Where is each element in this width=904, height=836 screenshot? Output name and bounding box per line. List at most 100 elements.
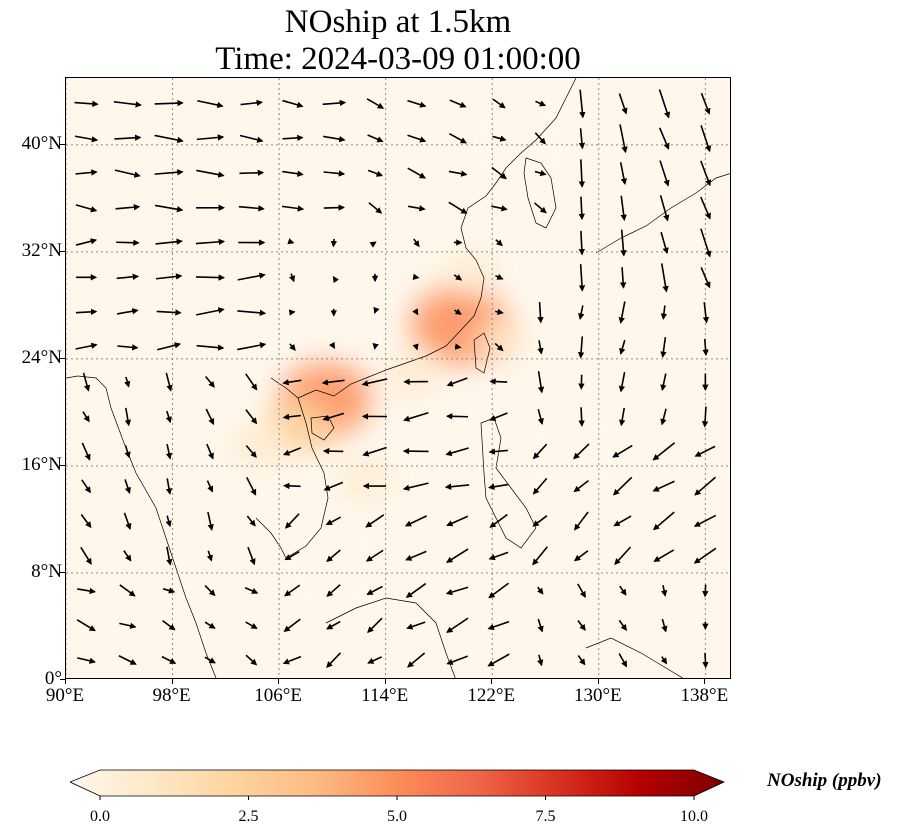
wind-arrow-6 xyxy=(326,652,342,668)
wind-arrow-37 xyxy=(284,584,301,597)
wind-arrow-141 xyxy=(618,372,626,393)
plume-1 xyxy=(266,399,333,453)
wind-arrow-3 xyxy=(204,656,216,664)
coastline-china xyxy=(297,78,577,399)
wind-arrow-150 xyxy=(328,341,335,349)
wind-arrow-162 xyxy=(156,309,182,316)
wind-arrow-33 xyxy=(119,584,136,597)
wind-arrow-226 xyxy=(239,169,265,176)
wind-arrow-192 xyxy=(116,239,140,246)
wind-arrow-70 xyxy=(325,516,341,526)
wind-arrow-248 xyxy=(492,135,507,142)
wind-arrow-20 xyxy=(245,621,258,629)
wind-arrow-266 xyxy=(579,89,586,119)
wind-arrow-28 xyxy=(577,619,586,631)
wind-arrow-12 xyxy=(577,655,586,666)
wind-arrow-204 xyxy=(660,231,669,255)
wind-arrow-181 xyxy=(289,273,296,283)
wind-arrow-61 xyxy=(614,546,632,565)
y-tick-mark-40 xyxy=(60,143,65,145)
map-title-line1: NOship at 1.5km xyxy=(284,4,512,40)
wind-arrow-126 xyxy=(660,408,667,426)
wind-arrow-113 xyxy=(124,407,132,427)
wind-arrow-101 xyxy=(283,447,301,456)
wind-arrow-197 xyxy=(330,238,338,248)
wind-arrow-207 xyxy=(115,204,141,211)
y-tick-label-8: 8°N xyxy=(31,560,62,582)
wind-arrow-214 xyxy=(408,205,426,212)
wind-arrow-89 xyxy=(444,483,470,490)
wind-arrow-211 xyxy=(281,205,305,212)
wind-arrow-212 xyxy=(323,204,345,211)
wind-arrow-198 xyxy=(369,241,377,248)
wind-arrow-159 xyxy=(702,339,709,356)
x-tick-mark-114 xyxy=(384,679,386,684)
wind-arrow-185 xyxy=(453,274,463,281)
plume-6 xyxy=(235,426,284,466)
wind-arrow-142 xyxy=(660,373,667,392)
wind-arrow-111 xyxy=(694,445,716,457)
wind-arrow-38 xyxy=(326,584,341,597)
wind-arrow-172 xyxy=(578,305,585,320)
wind-arrow-223 xyxy=(114,169,141,178)
plume-10 xyxy=(551,436,593,469)
wind-arrow-191 xyxy=(75,238,98,246)
plume-3 xyxy=(473,318,525,360)
wind-arrow-86 xyxy=(323,481,344,491)
wind-arrow-23 xyxy=(367,617,383,634)
wind-arrow-233 xyxy=(534,169,547,177)
wind-arrow-133 xyxy=(282,379,302,386)
wind-arrow-109 xyxy=(612,444,633,458)
wind-arrow-203 xyxy=(620,229,627,257)
wind-arrow-259 xyxy=(282,99,304,108)
wind-arrow-178 xyxy=(155,273,183,280)
wind-arrow-8 xyxy=(407,652,426,668)
wind-arrow-79 xyxy=(693,514,717,527)
wind-arrow-25 xyxy=(446,617,469,633)
wind-arrow-83 xyxy=(206,480,214,493)
wind-arrow-208 xyxy=(154,204,184,213)
y-tick-label-32: 32°N xyxy=(21,239,62,261)
wind-arrow-151 xyxy=(372,342,379,350)
wind-arrow-205 xyxy=(700,228,712,258)
wind-arrow-171 xyxy=(537,302,544,324)
y-tick-mark-8 xyxy=(60,571,65,573)
wind-arrow-7 xyxy=(367,656,383,664)
coastline-philippines xyxy=(480,417,537,549)
wind-arrow-188 xyxy=(619,267,627,289)
wind-arrow-225 xyxy=(196,169,225,178)
wind-arrow-16 xyxy=(76,619,96,632)
wind-arrow-58 xyxy=(488,551,509,561)
wind-arrow-96 xyxy=(81,442,91,461)
wind-arrow-231 xyxy=(448,170,468,177)
colorbar-title: NOship (ppbv) xyxy=(767,770,882,791)
wind-arrow-77 xyxy=(613,515,632,527)
wind-arrow-227 xyxy=(282,170,304,177)
wind-arrow-269 xyxy=(700,92,711,115)
wind-arrow-21 xyxy=(283,618,301,632)
wind-arrow-5 xyxy=(282,655,302,665)
wind-arrow-74 xyxy=(489,513,508,528)
wind-arrow-30 xyxy=(661,618,668,633)
wind-arrow-217 xyxy=(534,202,547,214)
wind-arrow-144 xyxy=(75,342,98,350)
wind-arrow-268 xyxy=(658,89,671,119)
wind-arrow-175 xyxy=(702,301,710,324)
wind-arrow-49 xyxy=(123,550,132,562)
wind-arrow-4 xyxy=(245,654,258,666)
cb-tick-label-10.0: 10.0 xyxy=(680,808,708,825)
wind-arrow-73 xyxy=(446,515,469,527)
wind-arrow-41 xyxy=(445,586,469,596)
wind-arrow-180 xyxy=(237,272,266,281)
wind-arrow-267 xyxy=(618,93,628,115)
x-tick-mark-106 xyxy=(278,679,280,684)
wind-arrow-34 xyxy=(162,587,176,594)
wind-arrow-27 xyxy=(537,618,544,633)
wind-arrow-251 xyxy=(619,124,628,154)
wind-arrow-220 xyxy=(659,195,670,222)
wind-arrow-48 xyxy=(80,546,92,565)
wind-arrow-94 xyxy=(652,480,675,492)
wind-arrow-84 xyxy=(246,477,257,496)
wind-arrow-255 xyxy=(113,101,142,108)
plume-9 xyxy=(311,549,354,584)
